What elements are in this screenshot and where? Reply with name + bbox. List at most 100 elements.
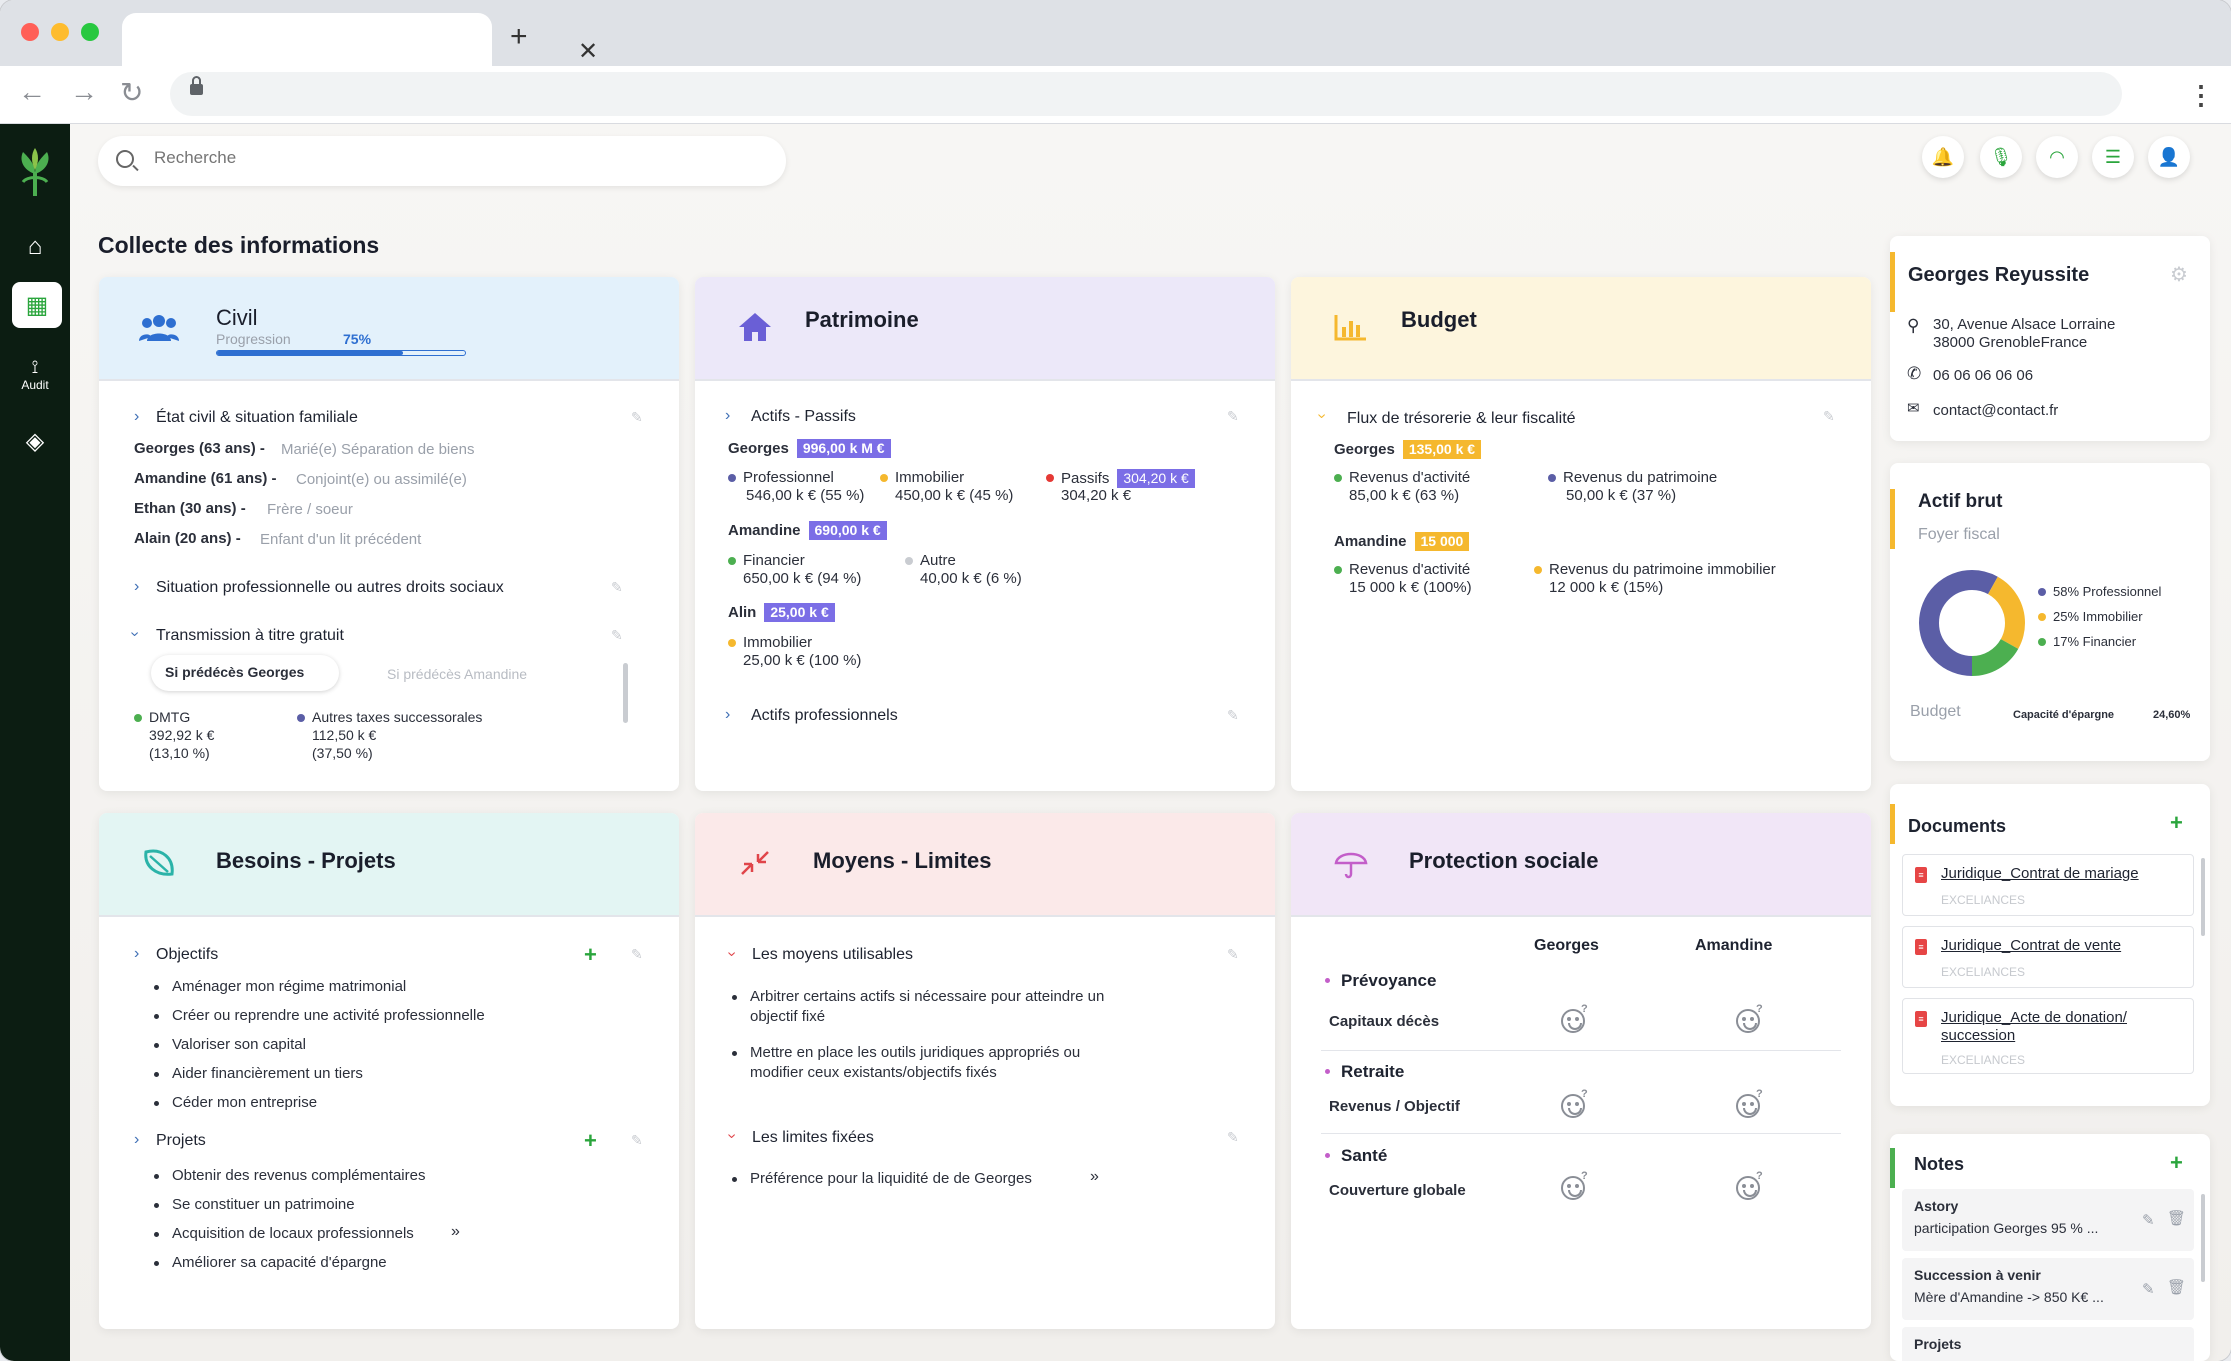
legend-dot xyxy=(2038,613,2046,621)
edit-icon[interactable]: ✎ xyxy=(1823,408,1835,424)
trash-icon[interactable]: 🗑 xyxy=(2167,1279,2187,1296)
document-name[interactable]: Juridique_Contrat de vente xyxy=(1941,937,2122,954)
bell-icon[interactable]: 🔔 xyxy=(1922,136,1964,178)
search-box[interactable] xyxy=(98,136,786,186)
edit-icon[interactable]: ✎ xyxy=(1227,408,1239,424)
mail-icon: ✉ xyxy=(1907,400,1920,417)
note-title: Succession à venir xyxy=(1914,1267,2041,1283)
gear-icon[interactable]: ⚙ xyxy=(2170,264,2188,286)
list-item: Se constituer un patrimoine xyxy=(154,1196,355,1213)
add-icon[interactable]: + xyxy=(584,1128,597,1153)
edit-icon[interactable]: ✎ xyxy=(2142,1281,2155,1298)
face-icon[interactable] xyxy=(1736,1176,1760,1200)
face-icon[interactable] xyxy=(1561,1009,1585,1033)
scrollbar[interactable] xyxy=(2201,1194,2205,1282)
document-name[interactable]: Juridique_Acte de donation/ succession xyxy=(1941,1009,2127,1044)
moyens-title: Moyens - Limites xyxy=(813,848,992,873)
audit-label: Audit xyxy=(21,377,49,392)
note-item[interactable]: Succession à venir Mère d'Amandine -> 85… xyxy=(1902,1258,2194,1320)
note-item[interactable]: Astory participation Georges 95 % ... ✎ … xyxy=(1902,1189,2194,1251)
note-item[interactable]: Projets xyxy=(1902,1327,2194,1361)
microphone-icon[interactable]: 🎙 xyxy=(1980,136,2022,178)
close-tab-icon[interactable]: ✕ xyxy=(578,38,599,65)
budget-section-flux[interactable]: Flux de trésorerie & leur fiscalité xyxy=(1347,410,1576,427)
patrimoine-section-actifs[interactable]: Actifs - Passifs xyxy=(751,408,856,425)
document-item[interactable]: ≡ Juridique_Contrat de vente EXCELIANCES xyxy=(1902,926,2194,988)
layers-icon[interactable]: ◈ xyxy=(25,427,45,455)
document-item[interactable]: ≡ Juridique_Contrat de mariage EXCELIANC… xyxy=(1902,854,2194,916)
patrimoine-header: Patrimoine xyxy=(695,277,1275,381)
maximize-window-button[interactable] xyxy=(81,23,99,41)
add-note-icon[interactable]: + xyxy=(2170,1150,2183,1175)
chevron-down-icon[interactable]: › xyxy=(723,951,741,957)
face-icon[interactable] xyxy=(1736,1094,1760,1118)
pat-value: 50,00 k € (37 %) xyxy=(1566,487,1677,504)
dashboard-icon[interactable]: ▦ xyxy=(12,282,62,328)
back-icon[interactable]: ← xyxy=(18,76,46,107)
home-icon[interactable]: ⌂ xyxy=(27,233,43,260)
moyens-section-moyens[interactable]: Les moyens utilisables xyxy=(752,946,913,963)
document-name[interactable]: Juridique_Contrat de mariage xyxy=(1941,865,2139,882)
search-input[interactable] xyxy=(154,148,754,168)
chevron-right-icon[interactable]: › xyxy=(134,578,140,595)
chevron-down-icon[interactable]: › xyxy=(723,1133,741,1139)
chevron-right-icon[interactable]: › xyxy=(725,407,731,424)
chevron-right-icon[interactable]: › xyxy=(134,408,140,425)
capacite-value: 24,60% xyxy=(2153,709,2191,721)
face-icon[interactable] xyxy=(1561,1176,1585,1200)
civil-section-etat[interactable]: État civil & situation familiale xyxy=(156,409,358,426)
chevron-right-icon[interactable]: › xyxy=(134,1131,140,1148)
face-icon[interactable] xyxy=(1561,1094,1585,1118)
edit-icon[interactable]: ✎ xyxy=(631,409,643,425)
close-window-button[interactable] xyxy=(21,23,39,41)
alin-immo-value: 25,00 k € (100 %) xyxy=(743,652,862,669)
scrollbar[interactable] xyxy=(623,663,628,723)
trash-icon[interactable]: 🗑 xyxy=(2167,1210,2187,1227)
moyens-section-limites[interactable]: Les limites fixées xyxy=(752,1129,874,1146)
edit-icon[interactable]: ✎ xyxy=(1227,1129,1239,1145)
scrollbar[interactable] xyxy=(2201,858,2205,936)
rss-icon[interactable]: ◠ xyxy=(2036,136,2078,178)
forward-icon[interactable]: → xyxy=(70,76,98,107)
sliders-icon[interactable]: ☰ xyxy=(2092,136,2134,178)
edit-icon[interactable]: ✎ xyxy=(631,1132,643,1148)
besoins-section-objectifs[interactable]: Objectifs xyxy=(156,946,219,963)
minimize-window-button[interactable] xyxy=(51,23,69,41)
toggle-amandine[interactable]: Si prédécès Amandine xyxy=(387,666,528,682)
user-icon[interactable]: 👤 xyxy=(2148,136,2190,178)
toggle-georges[interactable]: Si prédécès Georges xyxy=(151,655,339,691)
list-item: Mettre en place les outils juridiques ap… xyxy=(731,1044,1081,1061)
browser-tab[interactable]: ✕ xyxy=(122,13,598,66)
legend-dot xyxy=(1548,474,1556,482)
add-document-icon[interactable]: + xyxy=(2170,810,2183,835)
patrimoine-section-actifs-pro[interactable]: Actifs professionnels xyxy=(751,707,898,724)
new-tab-icon[interactable]: + xyxy=(510,20,528,53)
besoins-section-projets[interactable]: Projets xyxy=(156,1132,206,1149)
edit-icon[interactable]: ✎ xyxy=(611,627,623,643)
column-georges: Georges xyxy=(1534,937,1599,954)
chevron-right-icon[interactable]: › xyxy=(134,945,140,962)
civil-section-situation[interactable]: Situation professionnelle ou autres droi… xyxy=(156,579,504,596)
civil-section-transmission[interactable]: Transmission à titre gratuit xyxy=(156,627,344,644)
edit-icon[interactable]: ✎ xyxy=(2142,1212,2155,1229)
edit-icon[interactable]: ✎ xyxy=(611,579,623,595)
double-chevron-icon[interactable]: » xyxy=(451,1223,460,1240)
chevron-right-icon[interactable]: › xyxy=(725,706,731,723)
amandine-name: Amandine xyxy=(728,522,801,539)
bar-chart-icon xyxy=(1329,307,1373,347)
document-item[interactable]: ≡ Juridique_Acte de donation/ succession… xyxy=(1902,998,2194,1074)
edit-icon[interactable]: ✎ xyxy=(631,946,643,962)
double-chevron-icon[interactable]: » xyxy=(1090,1168,1099,1185)
chevron-down-icon[interactable]: › xyxy=(126,631,144,637)
face-icon[interactable] xyxy=(1736,1009,1760,1033)
edit-icon[interactable]: ✎ xyxy=(1227,707,1239,723)
browser-menu-icon[interactable]: ⋮ xyxy=(2188,80,2214,110)
url-field[interactable] xyxy=(170,72,2122,116)
reload-icon[interactable]: ↻ xyxy=(120,77,144,108)
audit-nav-item[interactable]: ⟟ Audit xyxy=(10,346,60,402)
dmtg-pct: (13,10 %) xyxy=(149,745,210,761)
edit-icon[interactable]: ✎ xyxy=(1227,946,1239,962)
add-icon[interactable]: + xyxy=(584,942,597,967)
pat-label: Revenus du patrimoine xyxy=(1563,469,1718,486)
chevron-down-icon[interactable]: › xyxy=(1313,413,1331,419)
